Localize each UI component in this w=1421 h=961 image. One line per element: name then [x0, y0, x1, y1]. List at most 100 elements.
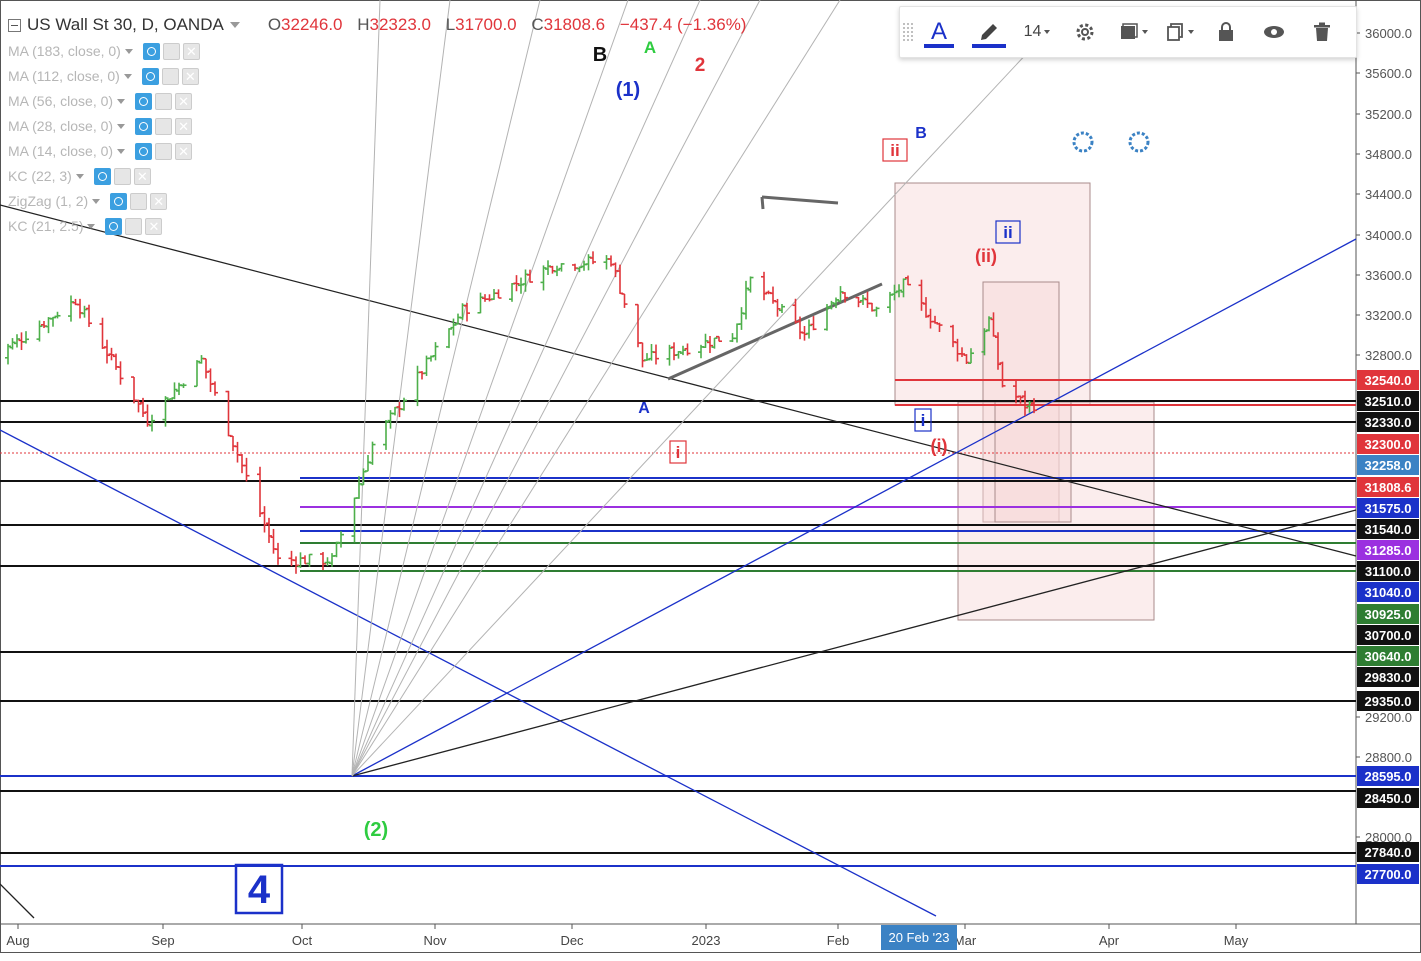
fan-line[interactable] [351, 0, 629, 777]
gear-icon[interactable] [125, 217, 143, 235]
template-button[interactable] [1110, 7, 1156, 57]
close-icon[interactable]: ✕ [150, 192, 168, 210]
chevron-down-icon[interactable] [117, 148, 126, 154]
drawing-handle[interactable] [1128, 131, 1150, 153]
symbol-dropdown-icon[interactable] [229, 22, 240, 28]
fan-line[interactable] [351, 0, 541, 777]
y-tick-label: 34000.0 [1365, 228, 1412, 243]
price-label-text: 31100.0 [1365, 564, 1411, 579]
eye-icon[interactable] [135, 92, 153, 110]
close-icon[interactable]: ✕ [182, 42, 200, 60]
x-tick-label: Aug [6, 933, 29, 948]
trend-line[interactable] [351, 509, 1357, 777]
collapse-icon[interactable] [8, 18, 21, 32]
close-icon[interactable]: ✕ [175, 142, 193, 160]
y-tick-label: 35600.0 [1365, 66, 1412, 81]
eye-icon[interactable] [135, 142, 153, 160]
close-icon[interactable]: ✕ [181, 67, 199, 85]
indicator-row[interactable]: MA (28, close, 0) ✕ [8, 116, 193, 136]
trend-line[interactable] [761, 195, 839, 205]
fan-line[interactable] [351, 0, 841, 777]
visibility-button[interactable] [1250, 7, 1298, 57]
drawing-handle[interactable] [1072, 131, 1094, 153]
zone-rectangle[interactable] [957, 401, 1155, 621]
pen-color-button[interactable] [964, 7, 1014, 57]
fan-line[interactable] [351, 0, 761, 777]
trend-line[interactable] [0, 883, 35, 919]
price-label-text: 31540.0 [1365, 522, 1412, 537]
gear-icon[interactable] [113, 167, 131, 185]
price-label-box [1357, 412, 1419, 432]
close-icon[interactable]: ✕ [175, 117, 193, 135]
close-icon[interactable]: ✕ [133, 167, 151, 185]
fan-line[interactable] [351, 49, 1031, 777]
trend-line[interactable] [760, 196, 765, 210]
indicator-row[interactable]: MA (56, close, 0) ✕ [8, 91, 193, 111]
indicator-label[interactable]: MA (28, close, 0) [8, 118, 114, 134]
eye-icon[interactable] [110, 192, 128, 210]
chevron-down-icon[interactable] [123, 73, 132, 79]
price-label-box [1357, 788, 1419, 808]
zone-rectangle[interactable] [994, 401, 1072, 523]
indicator-label[interactable]: MA (14, close, 0) [8, 143, 114, 159]
indicator-label[interactable]: KC (22, 3) [8, 168, 72, 184]
chevron-down-icon[interactable] [75, 173, 84, 179]
gear-icon[interactable] [162, 42, 180, 60]
trend-line[interactable] [0, 429, 937, 917]
fan-line[interactable] [351, 0, 451, 777]
chevron-down-icon[interactable] [92, 198, 101, 204]
gear-icon[interactable] [130, 192, 148, 210]
chevron-down-icon[interactable] [87, 223, 96, 229]
eye-icon[interactable] [105, 217, 123, 235]
indicator-row[interactable]: KC (22, 3) ✕ [8, 166, 151, 186]
chevron-down-icon[interactable] [117, 123, 126, 129]
delete-button[interactable] [1298, 7, 1346, 57]
indicator-label[interactable]: MA (183, close, 0) [8, 43, 121, 59]
close-icon[interactable]: ✕ [145, 217, 163, 235]
text-color-button[interactable]: A [914, 7, 964, 57]
chevron-down-icon[interactable] [124, 48, 133, 54]
eye-icon[interactable] [93, 167, 111, 185]
indicator-label[interactable]: MA (56, close, 0) [8, 93, 114, 109]
trend-line[interactable] [0, 204, 1357, 557]
indicator-row[interactable]: MA (112, close, 0) ✕ [8, 66, 199, 86]
open-value: 32246.0 [281, 15, 343, 34]
price-label-box [1357, 582, 1419, 602]
indicator-row[interactable]: MA (183, close, 0) ✕ [8, 41, 200, 61]
high-value: 32323.0 [369, 15, 431, 34]
gear-icon[interactable] [161, 67, 179, 85]
eye-icon[interactable] [135, 117, 153, 135]
gear-icon[interactable] [155, 142, 173, 160]
close-icon[interactable]: ✕ [175, 92, 193, 110]
gear-icon[interactable] [155, 117, 173, 135]
chevron-down-icon[interactable] [117, 98, 126, 104]
price-label-text: 30700.0 [1365, 628, 1412, 643]
indicator-label[interactable]: ZigZag (1, 2) [8, 193, 89, 209]
indicator-row[interactable]: ZigZag (1, 2) ✕ [8, 191, 168, 211]
fan-line[interactable] [351, 0, 381, 777]
symbol-title[interactable]: US Wall St 30, D, OANDA [27, 15, 224, 34]
indicator-row[interactable]: KC (21, 2.5) ✕ [8, 216, 163, 236]
trend-line[interactable] [667, 282, 883, 381]
price-label-text: 31040.0 [1365, 585, 1412, 600]
settings-button[interactable] [1060, 7, 1110, 57]
font-size-select[interactable]: 14 [1014, 7, 1060, 57]
wave-label: (1) [616, 79, 640, 101]
eye-icon[interactable] [142, 42, 160, 60]
indicator-label[interactable]: MA (112, close, 0) [8, 68, 120, 84]
wave-label: B [915, 125, 927, 142]
lock-button[interactable] [1202, 7, 1250, 57]
low-key: L [445, 15, 456, 34]
trend-line[interactable] [351, 238, 1357, 777]
gear-icon[interactable] [155, 92, 173, 110]
price-label-text: 32540.0 [1365, 373, 1412, 388]
clone-button[interactable] [1156, 7, 1202, 57]
indicator-label[interactable]: KC (21, 2.5) [8, 218, 84, 234]
indicator-row[interactable]: MA (14, close, 0) ✕ [8, 141, 193, 161]
fan-line[interactable] [351, 0, 701, 777]
toolbar-drag-handle[interactable] [902, 22, 914, 42]
price-label-text: 31808.6 [1365, 480, 1412, 495]
eye-icon[interactable] [141, 67, 159, 85]
y-tick-label: 34400.0 [1365, 187, 1412, 202]
